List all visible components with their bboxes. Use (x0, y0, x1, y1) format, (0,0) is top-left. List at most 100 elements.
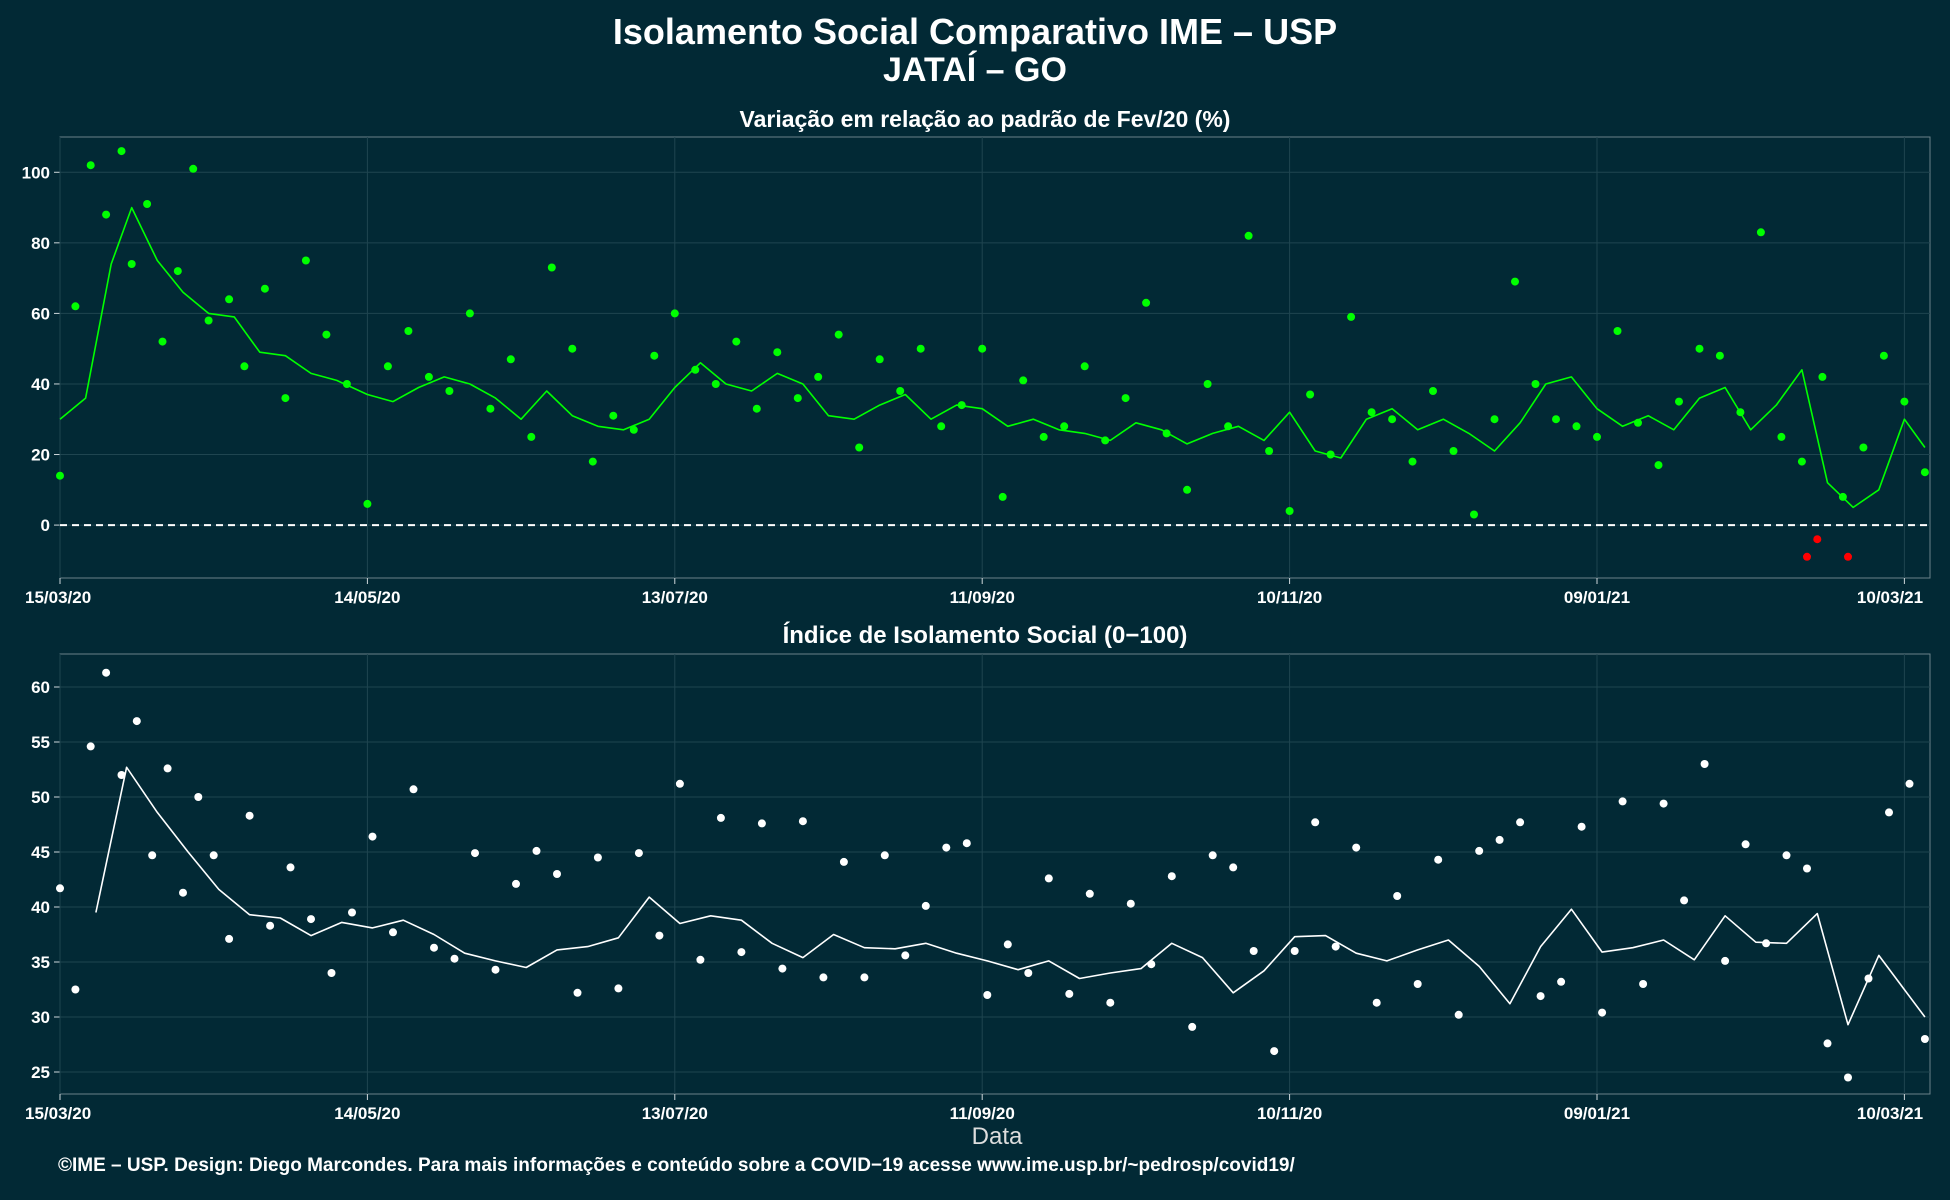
bottom-panel-title: Índice de Isolamento Social (0−100) (783, 621, 1188, 649)
data-point (978, 344, 987, 353)
data-point (117, 771, 126, 779)
data-point (1593, 432, 1601, 441)
data-point (573, 988, 582, 997)
data-point (327, 969, 336, 977)
data-point (286, 863, 295, 872)
x-tick-label: 14/05/20 (334, 588, 400, 607)
x-axis-title: Data (972, 1123, 1023, 1150)
data-point (793, 394, 802, 403)
figure-subtitle: JATAÍ – GO (883, 51, 1067, 89)
data-point (942, 843, 951, 852)
data-point (1434, 855, 1443, 864)
x-tick-label: 13/07/20 (642, 1104, 708, 1123)
data-point (1618, 797, 1627, 806)
data-point (1511, 277, 1519, 286)
data-point (1905, 779, 1914, 788)
data-point (962, 839, 971, 848)
data-point (301, 256, 310, 265)
y-tick-label: 40 (31, 375, 50, 394)
data-point (1449, 447, 1458, 455)
negative-data-point (1813, 535, 1822, 544)
data-point (1044, 874, 1053, 883)
data-point (102, 668, 111, 677)
data-point (1552, 415, 1560, 424)
data-point (855, 443, 864, 452)
data-point (880, 851, 889, 860)
data-point (1920, 1035, 1929, 1043)
data-point (1879, 351, 1888, 360)
data-point (670, 309, 679, 318)
y-tick-label: 80 (31, 234, 50, 253)
data-point (1429, 387, 1437, 395)
data-point (798, 817, 807, 826)
data-point (506, 355, 515, 364)
data-point (1244, 231, 1253, 240)
data-point (158, 337, 167, 346)
plot-frame (59, 653, 1931, 1095)
data-point (266, 921, 275, 930)
data-point (163, 764, 172, 773)
data-point (1844, 1073, 1852, 1082)
chart-canvas: Variação em relação ao padrão de Fev/20 … (22, 106, 1931, 1150)
data-point (634, 849, 643, 858)
data-point (1475, 846, 1484, 855)
data-point (245, 811, 254, 820)
data-point (1393, 892, 1402, 900)
data-point (839, 857, 848, 866)
data-point (1700, 760, 1709, 768)
data-point (593, 853, 602, 862)
data-point (937, 422, 946, 431)
data-point (1675, 397, 1683, 406)
data-point (143, 200, 152, 208)
data-point (1060, 422, 1069, 431)
data-point (921, 901, 930, 910)
data-point (1208, 851, 1217, 860)
data-point (1106, 998, 1115, 1007)
data-point (1388, 415, 1397, 424)
data-point (1695, 344, 1704, 353)
data-point (834, 330, 843, 339)
data-point (1536, 992, 1545, 1001)
data-point (778, 964, 787, 973)
data-point (1285, 507, 1294, 515)
data-point (757, 819, 766, 828)
data-point (189, 164, 198, 173)
data-point (1885, 808, 1893, 817)
data-point (1039, 432, 1048, 441)
data-point (1229, 863, 1238, 872)
data-point (1598, 1008, 1607, 1017)
data-point (629, 425, 638, 434)
data-point (1126, 899, 1135, 908)
data-point (1490, 415, 1499, 424)
data-point (1265, 447, 1274, 455)
data-point (56, 884, 64, 893)
plot-frame (59, 136, 1931, 579)
data-point (773, 348, 782, 357)
x-tick-label: 10/11/20 (1257, 588, 1322, 607)
data-point (1024, 969, 1033, 977)
data-point (1803, 864, 1811, 873)
y-tick-label: 60 (31, 304, 50, 323)
data-point (424, 372, 433, 381)
data-point (465, 309, 474, 318)
data-point (225, 934, 234, 943)
data-point (1183, 485, 1192, 494)
data-point (1531, 380, 1540, 388)
data-point (1003, 940, 1012, 949)
data-point (814, 372, 823, 381)
data-point (609, 411, 618, 420)
data-point (1270, 1047, 1279, 1056)
data-point (1782, 851, 1791, 860)
data-point (127, 260, 136, 268)
data-point (1372, 998, 1381, 1007)
y-tick-label: 55 (31, 733, 50, 752)
data-point (875, 355, 884, 364)
negative-data-point (1844, 552, 1852, 561)
x-tick-label: 14/05/20 (334, 1104, 400, 1123)
data-point (1557, 977, 1566, 986)
data-point (1613, 327, 1622, 335)
data-point (409, 785, 418, 794)
data-point (86, 742, 95, 751)
data-point (1495, 835, 1504, 844)
